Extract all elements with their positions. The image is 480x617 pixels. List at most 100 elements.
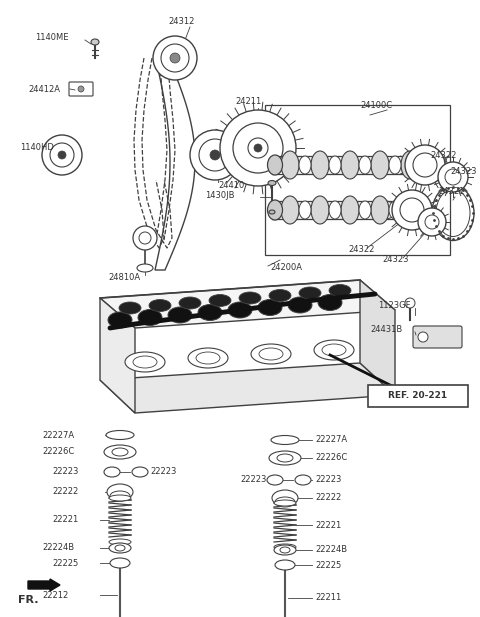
Text: 22222: 22222 [52, 487, 78, 497]
Text: 24810A: 24810A [108, 273, 140, 283]
Text: 24323: 24323 [450, 167, 477, 176]
Ellipse shape [109, 495, 131, 501]
Ellipse shape [110, 558, 130, 568]
Circle shape [190, 130, 240, 180]
Text: 24200A: 24200A [270, 263, 302, 273]
Ellipse shape [168, 307, 192, 323]
Circle shape [254, 144, 262, 152]
Circle shape [405, 145, 445, 185]
Ellipse shape [228, 302, 252, 318]
Circle shape [220, 110, 296, 186]
Ellipse shape [314, 340, 354, 360]
Ellipse shape [179, 297, 201, 309]
Ellipse shape [275, 560, 295, 570]
Text: 22211: 22211 [315, 594, 341, 602]
Ellipse shape [329, 284, 351, 297]
Ellipse shape [401, 196, 419, 224]
Ellipse shape [274, 500, 296, 506]
Ellipse shape [104, 467, 120, 477]
Circle shape [405, 298, 415, 308]
Circle shape [170, 53, 180, 63]
Ellipse shape [125, 352, 165, 372]
Ellipse shape [109, 539, 131, 545]
Text: 22223: 22223 [240, 476, 266, 484]
Ellipse shape [259, 348, 283, 360]
Text: 22225: 22225 [315, 560, 341, 569]
Ellipse shape [371, 196, 389, 224]
Text: 24410: 24410 [218, 181, 244, 189]
Text: 22221: 22221 [52, 515, 78, 524]
FancyBboxPatch shape [368, 385, 468, 407]
Ellipse shape [104, 445, 136, 459]
Ellipse shape [272, 490, 298, 506]
Text: 22226C: 22226C [315, 453, 347, 463]
Ellipse shape [269, 289, 291, 302]
Text: 22223: 22223 [52, 468, 78, 476]
Text: 1430JB: 1430JB [205, 191, 235, 199]
Ellipse shape [196, 352, 220, 364]
Ellipse shape [188, 348, 228, 368]
Text: 24100C: 24100C [360, 101, 392, 109]
Ellipse shape [269, 210, 275, 214]
Ellipse shape [280, 547, 290, 553]
Ellipse shape [271, 436, 299, 444]
Ellipse shape [110, 491, 130, 501]
Text: 22212: 22212 [42, 590, 68, 600]
Ellipse shape [311, 196, 329, 224]
Ellipse shape [269, 451, 301, 465]
Ellipse shape [119, 302, 141, 314]
Circle shape [413, 153, 437, 177]
Text: 22226C: 22226C [42, 447, 74, 457]
Text: 22225: 22225 [52, 558, 78, 568]
Ellipse shape [318, 294, 342, 310]
Circle shape [42, 135, 82, 175]
Ellipse shape [107, 484, 133, 500]
Ellipse shape [277, 454, 293, 462]
Ellipse shape [251, 344, 291, 364]
Ellipse shape [267, 475, 283, 485]
Ellipse shape [359, 156, 371, 174]
Ellipse shape [109, 543, 131, 553]
Text: 22222: 22222 [315, 494, 341, 502]
Circle shape [139, 232, 151, 244]
Circle shape [425, 215, 439, 229]
Text: REF. 20-221: REF. 20-221 [388, 392, 447, 400]
Ellipse shape [198, 305, 222, 320]
Ellipse shape [275, 497, 295, 507]
Circle shape [133, 226, 157, 250]
Circle shape [78, 86, 84, 92]
Text: 24312: 24312 [168, 17, 194, 27]
Ellipse shape [91, 39, 99, 45]
Ellipse shape [329, 201, 341, 219]
Text: 24211: 24211 [235, 97, 261, 107]
Text: 22224B: 22224B [315, 545, 347, 555]
Ellipse shape [132, 467, 148, 477]
Ellipse shape [239, 292, 261, 304]
Text: 24412A: 24412A [28, 86, 60, 94]
Circle shape [58, 151, 66, 159]
Ellipse shape [295, 475, 311, 485]
Polygon shape [100, 298, 135, 413]
Text: 22227A: 22227A [42, 431, 74, 439]
FancyArrow shape [28, 579, 60, 591]
Circle shape [418, 332, 428, 342]
Polygon shape [100, 363, 395, 413]
Text: 24323: 24323 [382, 255, 408, 265]
Text: 22223: 22223 [150, 468, 176, 476]
Ellipse shape [106, 431, 134, 439]
Ellipse shape [108, 312, 132, 328]
Ellipse shape [299, 287, 321, 299]
Ellipse shape [267, 155, 283, 175]
Text: 24431B: 24431B [370, 326, 402, 334]
Ellipse shape [115, 545, 125, 551]
Ellipse shape [268, 181, 276, 186]
Ellipse shape [341, 196, 359, 224]
Circle shape [392, 190, 432, 230]
Ellipse shape [112, 448, 128, 456]
Polygon shape [360, 280, 395, 395]
Text: 22224B: 22224B [42, 544, 74, 552]
Ellipse shape [267, 200, 283, 220]
Ellipse shape [209, 294, 231, 307]
Ellipse shape [137, 264, 153, 272]
Circle shape [161, 44, 189, 72]
